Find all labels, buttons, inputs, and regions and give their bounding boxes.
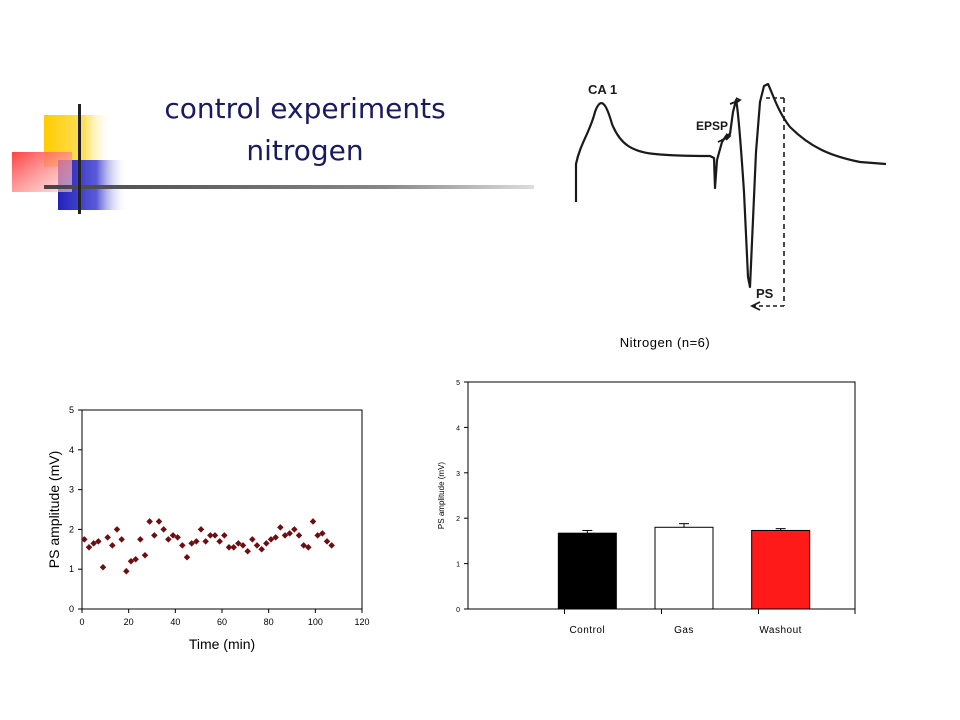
data-point: [319, 530, 326, 537]
data-point: [127, 557, 135, 565]
data-point: [165, 536, 172, 543]
y-tick-label: 0: [456, 607, 460, 614]
data-point: [151, 532, 158, 539]
title-line-1: control experiments: [164, 92, 446, 125]
data-point: [197, 526, 205, 533]
x-tick-label: 120: [354, 617, 369, 627]
data-point: [132, 555, 139, 563]
bar-gas: [654, 526, 714, 610]
data-point: [300, 542, 307, 549]
title-line-2: nitrogen: [246, 134, 364, 167]
x-tick-label: 60: [217, 617, 227, 627]
y-tick-label: 3: [456, 471, 460, 478]
data-point: [113, 526, 121, 533]
x-category-label: Control: [569, 625, 605, 636]
trace-label-epsp: EPSP: [696, 119, 728, 133]
data-point: [169, 532, 177, 539]
x-category-label: Gas: [674, 625, 694, 636]
y-tick-label: 5: [456, 380, 460, 387]
data-point: [160, 526, 167, 533]
trace-waveform: [574, 82, 887, 289]
x-tick-label: 40: [170, 617, 180, 627]
ca1-field-potential-trace: CA 1 EPSP PS: [574, 82, 887, 311]
data-point: [211, 532, 219, 539]
epsp-arrow-lower: [717, 133, 732, 143]
data-point: [99, 563, 107, 571]
data-point: [225, 544, 233, 551]
data-point: [85, 544, 93, 551]
data-point: [291, 526, 298, 533]
data-point: [258, 546, 265, 553]
data-point: [309, 518, 317, 525]
bar-washout: [751, 529, 811, 610]
y-tick-label: 5: [69, 405, 74, 415]
trace-label-ps: PS: [756, 286, 774, 301]
y-tick-label: 2: [456, 516, 460, 523]
chart-title: Nitrogen (n=6): [620, 335, 710, 350]
y-tick-label: 0: [69, 604, 74, 614]
y-axis-label: PS amplitude (mV): [437, 462, 446, 529]
x-tick-label: 20: [124, 617, 134, 627]
data-point: [104, 534, 111, 541]
data-point: [123, 567, 130, 575]
x-tick-label: 100: [308, 617, 323, 627]
y-tick-label: 1: [69, 564, 74, 574]
slide-decoration: [12, 104, 534, 214]
data-point: [323, 538, 331, 545]
data-point: [146, 518, 153, 525]
deco-horizontal-line: [44, 185, 534, 189]
data-point: [263, 540, 270, 547]
data-point: [174, 534, 181, 541]
epsp-arrow-upper: [729, 97, 742, 105]
x-tick-label: 80: [264, 617, 274, 627]
slide-title: control experiments nitrogen: [120, 88, 490, 172]
x-tick-label: 0: [79, 617, 84, 627]
data-point: [235, 540, 242, 547]
data-point: [328, 542, 335, 549]
trace-label-ca1: CA 1: [588, 82, 617, 97]
bar-control: [557, 532, 617, 610]
ps-arrow-bottom: [749, 301, 761, 311]
data-point: [137, 536, 144, 543]
ps-amplitude-time-chart: 0 1 2 3 4 5 0 20 40 60 80 100 120 Time (min) PS amplit…: [46, 405, 370, 652]
data-point: [244, 548, 251, 555]
data-point: [188, 540, 195, 547]
data-point: [286, 530, 293, 537]
x-axis-label: Time (min): [189, 636, 255, 652]
data-point: [239, 542, 247, 549]
data-point: [277, 524, 284, 531]
data-point: [155, 518, 163, 525]
data-point: [183, 554, 191, 561]
y-tick-label: 4: [69, 445, 74, 455]
deco-vertical-line: [78, 104, 81, 214]
data-point: [295, 532, 303, 539]
y-tick-label: 3: [69, 485, 74, 495]
y-tick-label: 4: [456, 425, 460, 432]
data-point: [179, 542, 186, 549]
x-category-label: Washout: [759, 625, 802, 636]
data-point: [118, 536, 125, 543]
data-point: [221, 532, 228, 539]
data-point: [141, 552, 149, 559]
y-axis-label: PS amplitude (mV): [46, 451, 62, 568]
y-tick-label: 2: [69, 524, 74, 534]
y-tick-label: 1: [456, 562, 460, 569]
plot-frame: [81, 409, 363, 610]
data-point: [249, 536, 256, 543]
nitrogen-bar-chart: Nitrogen (n=6) 0 1 2 3 4 5 PS amplitude (mV) Con…: [437, 335, 856, 636]
data-point: [305, 544, 312, 551]
data-point: [202, 538, 209, 545]
data-point: [216, 538, 223, 545]
data-point: [230, 544, 237, 551]
data-point: [109, 542, 116, 549]
data-point: [253, 542, 261, 549]
